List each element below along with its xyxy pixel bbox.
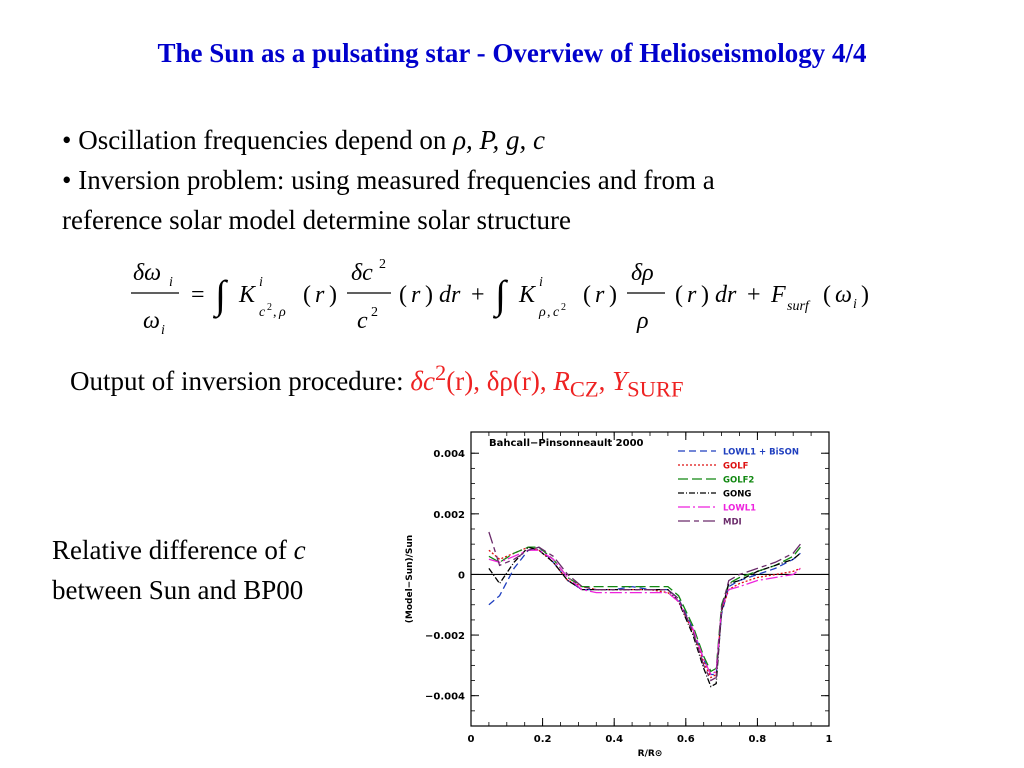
svg-text:ρ: ρ	[636, 308, 649, 334]
series-line-2	[488, 546, 801, 673]
bullet-2-line-1: • Inversion problem: using measured freq…	[62, 165, 715, 195]
svg-text:K: K	[518, 282, 537, 308]
bullet-list: • Oscillation frequencies depend on ρ, P…	[62, 120, 715, 240]
bullet-1-text: • Oscillation frequencies depend on	[62, 125, 454, 155]
y-tick-label: 0	[458, 570, 465, 581]
svg-text:ρ: ρ	[538, 305, 546, 320]
caption-line-1: Relative difference of c	[52, 535, 306, 565]
output-line: Output of inversion procedure: δc2(r), δ…	[70, 360, 683, 402]
sound-speed-difference-chart: 0 0.2 0.4 0.6 0.8 1 0.004 0.002 0 −0.002 −0.004 R/R…	[405, 431, 833, 759]
svg-text:): )	[701, 282, 709, 308]
svg-text:ω: ω	[143, 308, 160, 334]
svg-text:2: 2	[379, 257, 386, 272]
svg-text:r: r	[687, 282, 697, 308]
svg-text:c: c	[357, 308, 368, 334]
chart-title: Bahcall−Pinsonneault 2000	[489, 438, 644, 449]
svg-text:=: =	[191, 282, 205, 308]
legend-label: LOWL1 + BiSON	[723, 448, 799, 458]
svg-text:): )	[425, 282, 433, 308]
svg-text:surf: surf	[787, 299, 811, 314]
x-tick-label: 1	[826, 734, 833, 745]
svg-text:): )	[329, 282, 337, 308]
x-axis-label: R/R⊙	[638, 749, 663, 759]
svg-text:+: +	[747, 282, 761, 308]
svg-text:ρ: ρ	[278, 305, 286, 320]
legend-label: GOLF2	[723, 476, 754, 486]
series-line-5	[488, 531, 801, 682]
svg-text:c: c	[259, 305, 266, 320]
x-tick-label: 0.4	[605, 734, 623, 745]
svg-text:i: i	[161, 323, 165, 338]
svg-text:K: K	[238, 282, 257, 308]
svg-text:): )	[861, 282, 869, 308]
svg-text:2: 2	[267, 302, 272, 313]
svg-text:∫: ∫	[212, 272, 229, 319]
output-dc2: δc2(r), δρ(r), RCZ, YSURF	[410, 360, 684, 402]
series-line-4	[488, 549, 801, 676]
svg-text:(: (	[675, 282, 683, 308]
svg-text:δc: δc	[351, 260, 373, 286]
bullet-1-variables: ρ, P, g, c	[453, 125, 546, 155]
y-tick-label: −0.004	[425, 692, 465, 703]
legend-label: LOWL1	[723, 504, 756, 514]
svg-text:δρ: δρ	[631, 260, 654, 286]
y-tick-label: 0.002	[433, 510, 465, 521]
svg-text:,: ,	[273, 305, 277, 320]
svg-text:F: F	[770, 282, 786, 308]
chart-caption: Relative difference of c between Sun and…	[52, 530, 306, 610]
svg-text:(: (	[823, 282, 831, 308]
svg-text:+: +	[471, 282, 485, 308]
x-tick-label: 0	[468, 734, 475, 745]
plot-frame	[470, 431, 830, 727]
svg-text:δω: δω	[133, 260, 161, 286]
svg-text:2: 2	[561, 302, 566, 313]
svg-text:r: r	[315, 282, 325, 308]
legend-label: GONG	[723, 490, 751, 500]
svg-text:): )	[609, 282, 617, 308]
svg-text:,: ,	[547, 305, 551, 320]
slide-title: The Sun as a pulsating star - Overview o…	[157, 38, 867, 68]
svg-text:c: c	[553, 305, 560, 320]
svg-text:i: i	[539, 275, 543, 290]
y-axis-label: (Model−Sun)/Sun	[405, 535, 415, 623]
svg-text:r: r	[595, 282, 605, 308]
caption-line-2: between Sun and BP00	[52, 575, 304, 605]
svg-text:dr: dr	[715, 282, 737, 308]
drho-fraction: δρ ρ	[627, 260, 665, 334]
svg-text:2: 2	[371, 305, 378, 320]
series-line-0	[488, 546, 801, 676]
svg-text:ω: ω	[835, 282, 852, 308]
legend-label: MDI	[723, 518, 742, 528]
x-tick-label: 0.2	[534, 734, 552, 745]
svg-text:i: i	[259, 275, 263, 290]
svg-text:r: r	[411, 282, 421, 308]
svg-text:(: (	[303, 282, 311, 308]
svg-text:(: (	[583, 282, 591, 308]
svg-text:dr: dr	[439, 282, 461, 308]
svg-text:i: i	[853, 297, 857, 312]
svg-text:(: (	[399, 282, 407, 308]
svg-text:∫: ∫	[492, 272, 509, 319]
output-prefix: Output of inversion procedure:	[70, 366, 411, 396]
x-tick-label: 0.6	[677, 734, 695, 745]
bullet-1: • Oscillation frequencies depend on ρ, P…	[62, 120, 715, 160]
svg-text:i: i	[169, 275, 173, 290]
bullet-2-line-2: reference solar model determine solar st…	[62, 205, 572, 235]
y-tick-label: −0.002	[425, 631, 465, 642]
series-line-3	[488, 546, 801, 688]
series-line-1	[488, 546, 801, 679]
x-tick-label: 0.8	[749, 734, 767, 745]
y-tick-label: 0.004	[433, 449, 465, 460]
legend-label: GOLF	[723, 462, 749, 472]
